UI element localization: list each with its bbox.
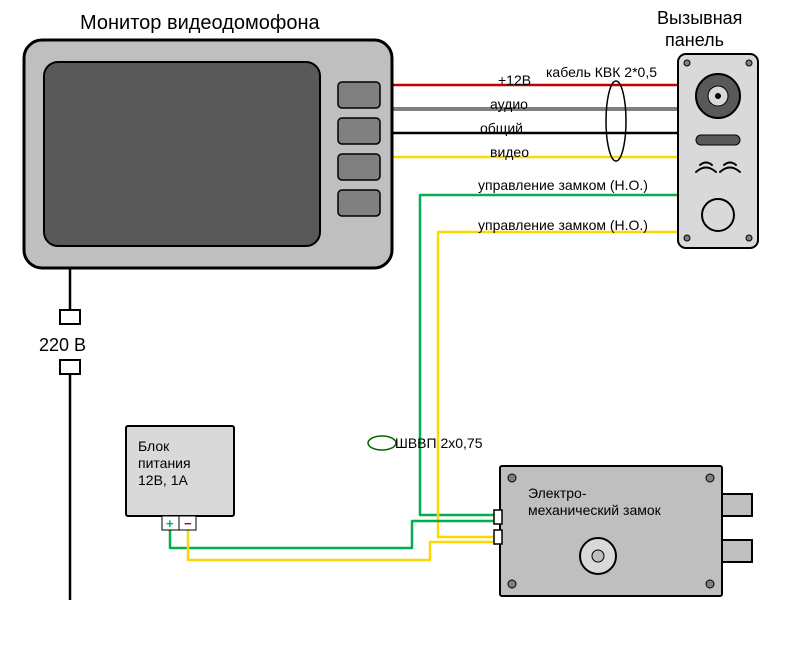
wire-common: общий [480, 120, 523, 136]
wire-video: видео [490, 144, 529, 160]
call-button-icon [702, 199, 734, 231]
mains-plug-upper [60, 310, 80, 324]
monitor-button-3 [338, 154, 380, 180]
panel-title-1: Вызывная [657, 8, 742, 29]
mains-plug-lower [60, 360, 80, 374]
monitor-button-1 [338, 82, 380, 108]
wire-lock-no-1: управление замком (Н.О.) [478, 177, 648, 193]
psu-line1: Блок [138, 438, 169, 454]
monitor-title: Монитор видеодомофона [80, 12, 320, 35]
monitor-button-4 [338, 190, 380, 216]
voltage-220: 220 В [39, 335, 86, 356]
wire-lock-no-2: управление замком (Н.О.) [478, 217, 648, 233]
wire-psu-yellow [188, 530, 502, 560]
wiring-diagram [0, 0, 794, 669]
lock-line2: механический замок [528, 502, 661, 518]
psu-line2: питания [138, 455, 191, 471]
wire-audio: аудио [490, 96, 528, 112]
wire-psu-green [170, 521, 502, 548]
wire-12v: +12В [498, 72, 531, 88]
monitor-screen [44, 62, 320, 246]
wire-cable: кабель КВК 2*0,5 [546, 64, 657, 80]
psu-plus-label: + [166, 516, 174, 531]
psu-line3: 12В, 1А [138, 472, 188, 488]
monitor-button-2 [338, 118, 380, 144]
wire-shvvp: ШВВП 2x0,75 [395, 435, 483, 451]
cable-bundle-ellipse [606, 81, 626, 161]
psu-minus-label: − [184, 516, 192, 531]
panel-title-2: панель [665, 30, 724, 51]
lock-line1: Электро- [528, 485, 586, 501]
cable-shvvp-ellipse [368, 436, 396, 450]
speaker-slot [696, 135, 740, 145]
